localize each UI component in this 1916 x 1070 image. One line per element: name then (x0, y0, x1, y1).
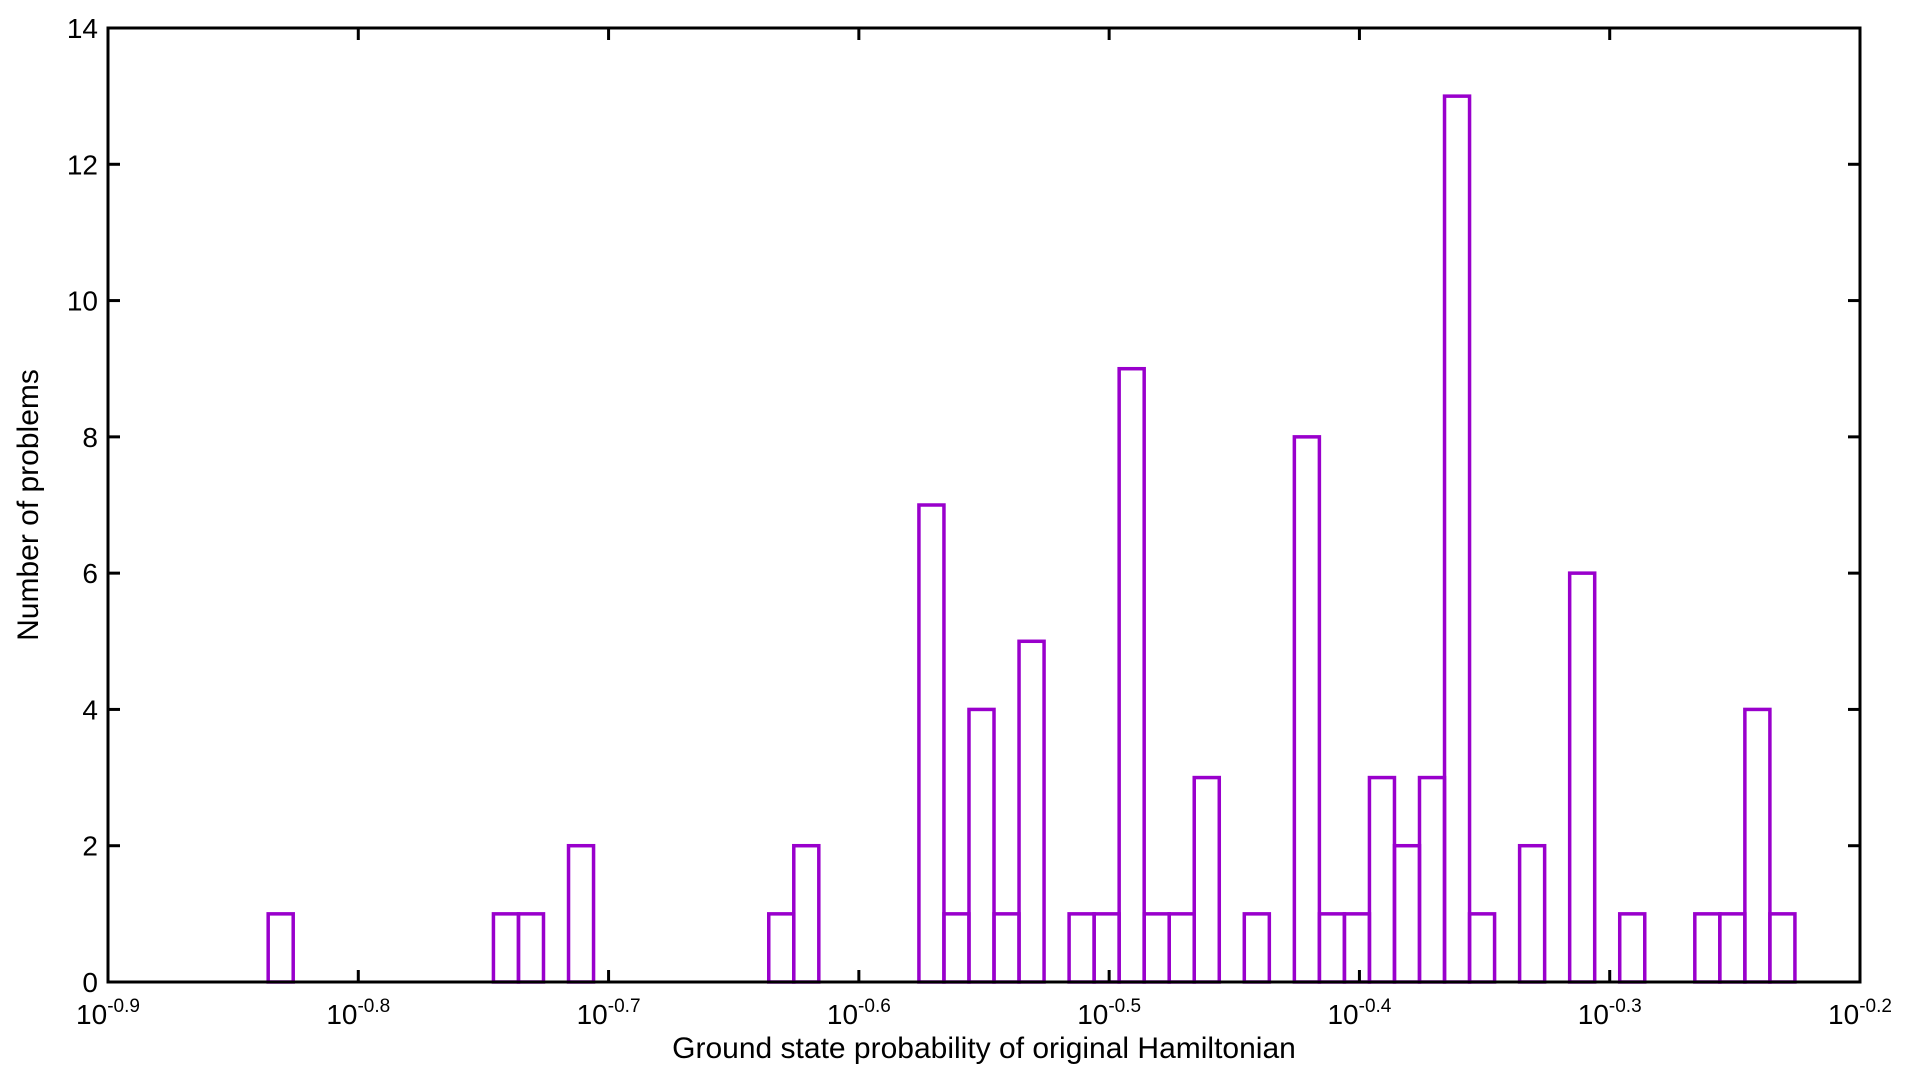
x-tick-label-base: 10 (1828, 999, 1859, 1030)
x-tick-label-4: 10-0.5 (1077, 996, 1141, 1030)
histogram-bar-2 (516, 912, 546, 984)
histogram-bar-10 (1017, 639, 1046, 984)
histogram-bar-32 (1768, 912, 1797, 984)
bars-group (266, 94, 1797, 984)
x-tick-label-exponent: -0.2 (1859, 996, 1892, 1017)
y-tick-label-0: 0 (82, 967, 98, 998)
histogram-bar-29 (1693, 912, 1722, 984)
histogram-bar-15 (1167, 912, 1196, 984)
histogram-bar-11 (1067, 912, 1096, 984)
histogram-bar-12 (1092, 912, 1121, 984)
y-tick-label-6: 12 (67, 149, 98, 180)
histogram-bar-25 (1467, 912, 1497, 984)
histogram-bar-21 (1367, 775, 1397, 984)
x-tick-label-base: 10 (76, 999, 107, 1030)
x-tick-label-exponent: -0.3 (1609, 996, 1642, 1017)
histogram-bar-3 (566, 843, 596, 984)
x-tick-label-exponent: -0.5 (1108, 996, 1141, 1017)
histogram-bar-22 (1392, 843, 1422, 984)
plot-frame (106, 26, 1862, 984)
x-tick-label-exponent: -0.7 (608, 996, 641, 1017)
y-tick-label-1: 2 (82, 831, 98, 862)
y-tick-label-3: 6 (82, 558, 98, 589)
x-tick-label-0: 10-0.9 (76, 996, 140, 1030)
histogram-bar-14 (1142, 912, 1171, 984)
x-tick-label-exponent: -0.9 (107, 996, 140, 1017)
histogram-bar-1 (491, 912, 521, 984)
histogram-bar-4 (767, 912, 796, 984)
histogram-bar-7 (942, 912, 971, 984)
x-tick-label-2: 10-0.7 (577, 996, 641, 1030)
histogram-bar-13 (1117, 366, 1146, 984)
histogram-bar-5 (792, 843, 821, 984)
histogram-bar-16 (1192, 775, 1222, 984)
ticks-group: 10-0.9 10-0.8 10-0.7 10-0.6 10-0.5 10-0.4 10-0… (67, 13, 1892, 1030)
x-tick-label-exponent: -0.8 (357, 996, 390, 1017)
x-tick-label-1: 10-0.8 (326, 996, 390, 1030)
y-tick-label-4: 8 (82, 422, 98, 453)
y-axis-label: Number of problems (12, 369, 45, 641)
histogram-bar-19 (1317, 912, 1347, 984)
x-tick-label-base: 10 (1578, 999, 1609, 1030)
histogram-bar-23 (1417, 775, 1447, 984)
y-tick-label-7: 14 (67, 13, 98, 44)
x-tick-label-base: 10 (577, 999, 608, 1030)
y-tick-label-5: 10 (67, 286, 98, 317)
x-tick-label-6: 10-0.3 (1578, 996, 1642, 1030)
histogram-bar-24 (1442, 94, 1472, 984)
histogram-bar-20 (1342, 912, 1372, 984)
histogram-bar-9 (992, 912, 1021, 984)
x-tick-label-5: 10-0.4 (1327, 996, 1391, 1030)
x-tick-label-exponent: -0.4 (1359, 996, 1392, 1017)
x-tick-label-base: 10 (1327, 999, 1358, 1030)
histogram-bar-31 (1743, 707, 1772, 984)
histogram-bar-27 (1567, 571, 1597, 984)
histogram-bar-28 (1617, 912, 1647, 984)
x-tick-label-base: 10 (827, 999, 858, 1030)
histogram-bar-18 (1292, 435, 1322, 984)
x-tick-label-3: 10-0.6 (827, 996, 891, 1030)
histogram-bar-0 (266, 912, 295, 984)
y-tick-label-2: 4 (82, 694, 98, 725)
histogram-bar-26 (1517, 843, 1547, 984)
histogram-bar-8 (967, 707, 996, 984)
x-tick-label-exponent: -0.6 (858, 996, 891, 1017)
x-tick-label-7: 10-0.2 (1828, 996, 1892, 1030)
histogram-bar-6 (917, 503, 946, 984)
x-tick-label-base: 10 (326, 999, 357, 1030)
histogram-bar-17 (1242, 912, 1272, 984)
x-axis-label: Ground state probability of original Ham… (672, 1032, 1296, 1065)
histogram-bar-30 (1718, 912, 1747, 984)
x-tick-label-base: 10 (1077, 999, 1108, 1030)
